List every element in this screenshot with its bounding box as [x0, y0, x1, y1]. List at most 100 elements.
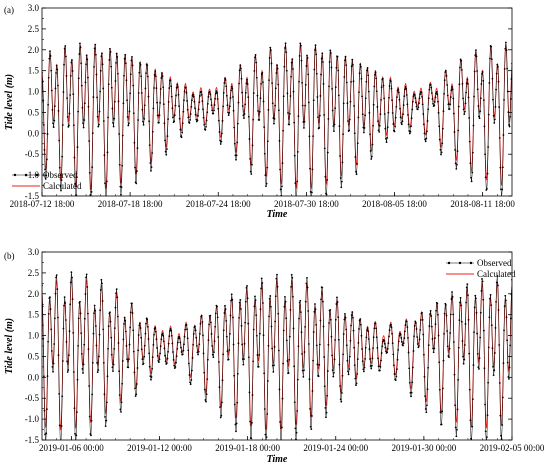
data-point	[254, 295, 256, 298]
data-point	[283, 305, 286, 308]
data-point	[315, 72, 318, 75]
data-point	[368, 111, 371, 114]
data-point	[194, 107, 196, 110]
data-point	[375, 77, 378, 80]
data-point	[484, 430, 487, 433]
data-point	[44, 433, 46, 436]
data-point	[449, 313, 452, 316]
data-point	[505, 49, 508, 52]
data-point	[269, 46, 272, 49]
data-point	[320, 57, 323, 60]
data-point	[427, 108, 430, 111]
data-point	[271, 347, 273, 350]
data-point	[85, 276, 87, 279]
data-point	[342, 333, 345, 335]
data-point	[432, 102, 434, 105]
data-point	[205, 393, 208, 396]
data-point	[492, 114, 495, 117]
data-point	[504, 294, 507, 297]
data-point	[129, 73, 132, 76]
data-point	[80, 62, 83, 65]
data-point	[248, 138, 251, 140]
data-point	[487, 113, 490, 116]
data-point	[402, 342, 405, 345]
data-point	[263, 152, 266, 155]
data-point	[287, 112, 289, 114]
data-point	[153, 73, 156, 76]
data-point	[269, 295, 272, 297]
data-point	[441, 387, 444, 390]
data-point	[404, 324, 407, 326]
data-point	[342, 102, 345, 105]
data-point	[195, 336, 198, 339]
data-point	[493, 352, 496, 354]
data-point	[84, 81, 87, 84]
data-point	[99, 289, 102, 291]
data-point	[228, 105, 231, 108]
data-point	[232, 95, 234, 98]
data-point	[230, 293, 233, 296]
data-point	[381, 345, 384, 348]
data-point	[308, 378, 311, 381]
data-point	[476, 88, 479, 91]
data-point	[438, 138, 441, 141]
data-point	[107, 83, 110, 86]
data-point	[415, 105, 418, 108]
data-point	[64, 55, 67, 58]
data-point	[290, 75, 292, 78]
data-point	[238, 316, 240, 319]
data-point	[465, 301, 467, 304]
data-point	[413, 335, 415, 338]
data-point	[273, 364, 275, 367]
data-point	[142, 120, 144, 123]
x-axis: 2018-07-12 18:00 2018-07-18 18:00 2018-07-…	[10, 192, 515, 209]
data-point	[282, 362, 285, 365]
data-point	[380, 359, 382, 362]
data-point	[185, 91, 188, 94]
data-point	[161, 75, 164, 78]
data-point	[93, 312, 95, 315]
data-point	[498, 106, 501, 108]
data-point	[113, 348, 116, 350]
data-point	[471, 425, 474, 428]
data-point	[213, 104, 216, 106]
data-point	[359, 318, 362, 320]
data-point	[250, 173, 253, 175]
data-point	[376, 106, 379, 108]
data-point	[176, 348, 179, 350]
data-point	[316, 363, 319, 366]
data-point	[389, 323, 392, 326]
data-point	[222, 329, 225, 332]
data-point	[432, 351, 435, 354]
data-point	[295, 431, 298, 434]
data-point	[58, 424, 61, 427]
data-point	[82, 126, 85, 129]
data-point	[94, 53, 97, 56]
data-point	[467, 294, 469, 297]
data-point	[239, 308, 242, 310]
data-point	[345, 64, 348, 66]
data-point	[164, 139, 166, 142]
data-point	[266, 166, 269, 169]
data-point	[327, 343, 330, 346]
data-point	[406, 103, 409, 106]
data-point	[51, 108, 54, 111]
data-point	[400, 336, 403, 339]
data-point	[348, 118, 351, 121]
data-point	[87, 76, 89, 79]
data-point	[294, 182, 297, 185]
data-point	[200, 90, 203, 93]
data-point	[274, 87, 277, 90]
data-point	[321, 286, 324, 289]
data-point	[402, 104, 405, 107]
data-point	[348, 355, 351, 358]
data-point	[171, 107, 174, 110]
data-point	[82, 372, 84, 374]
data-point	[225, 94, 228, 97]
data-point	[393, 130, 396, 133]
data-point	[113, 100, 116, 103]
data-point	[346, 102, 349, 105]
data-point	[116, 72, 119, 75]
data-point	[192, 93, 195, 96]
data-point	[461, 340, 464, 342]
